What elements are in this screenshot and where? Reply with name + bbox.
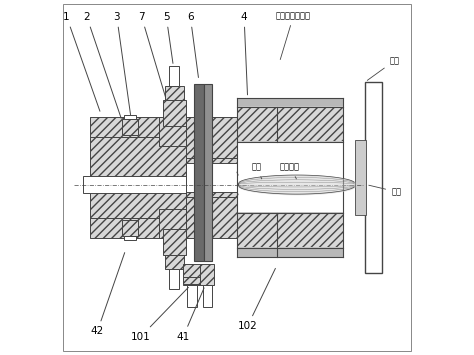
Text: 2: 2 bbox=[83, 12, 121, 118]
Bar bbox=[183, 264, 200, 285]
Bar bbox=[122, 119, 138, 135]
Bar bbox=[169, 66, 179, 86]
Text: 101: 101 bbox=[131, 287, 188, 342]
Bar bbox=[122, 220, 138, 236]
Bar bbox=[186, 197, 237, 237]
Bar bbox=[365, 82, 382, 273]
Bar bbox=[186, 163, 237, 192]
Bar bbox=[187, 285, 197, 307]
Bar bbox=[237, 142, 343, 213]
Text: 涂层: 涂层 bbox=[369, 185, 401, 196]
Text: 焰流: 焰流 bbox=[251, 162, 262, 179]
Bar bbox=[204, 84, 212, 261]
Bar bbox=[164, 255, 184, 269]
Bar bbox=[356, 140, 366, 215]
Bar bbox=[83, 176, 189, 193]
Bar bbox=[124, 115, 136, 119]
Bar bbox=[186, 183, 237, 197]
Text: 4: 4 bbox=[241, 12, 247, 95]
Bar bbox=[169, 269, 179, 289]
Bar bbox=[237, 106, 343, 108]
Text: 42: 42 bbox=[91, 253, 125, 336]
Bar bbox=[159, 118, 186, 146]
Bar bbox=[200, 264, 214, 285]
Text: 3: 3 bbox=[113, 12, 130, 115]
Bar bbox=[186, 158, 237, 172]
Bar bbox=[163, 229, 186, 255]
Bar bbox=[237, 247, 343, 249]
Text: 1: 1 bbox=[63, 12, 100, 111]
Text: 102: 102 bbox=[238, 268, 275, 331]
Bar bbox=[237, 107, 343, 142]
Bar bbox=[237, 212, 343, 214]
Bar bbox=[237, 141, 343, 143]
Bar bbox=[90, 118, 186, 137]
Bar bbox=[164, 86, 184, 100]
Text: 6: 6 bbox=[187, 12, 199, 77]
Bar bbox=[237, 213, 343, 248]
Text: 惰性气体保护罩: 惰性气体保护罩 bbox=[276, 11, 311, 60]
Text: 工件: 工件 bbox=[367, 56, 400, 80]
Bar bbox=[183, 277, 200, 284]
Bar bbox=[159, 209, 186, 237]
Bar bbox=[90, 137, 186, 218]
Text: 41: 41 bbox=[177, 288, 204, 342]
Bar bbox=[237, 98, 343, 107]
Text: 5: 5 bbox=[163, 12, 173, 63]
Bar bbox=[90, 218, 186, 237]
Bar bbox=[203, 285, 211, 307]
Bar bbox=[186, 118, 237, 158]
Bar bbox=[194, 84, 204, 261]
Text: 7: 7 bbox=[138, 12, 165, 97]
Bar bbox=[124, 236, 136, 240]
Text: 粉末粒子: 粉末粒子 bbox=[280, 162, 300, 179]
Bar bbox=[163, 100, 186, 126]
Bar bbox=[237, 248, 343, 257]
